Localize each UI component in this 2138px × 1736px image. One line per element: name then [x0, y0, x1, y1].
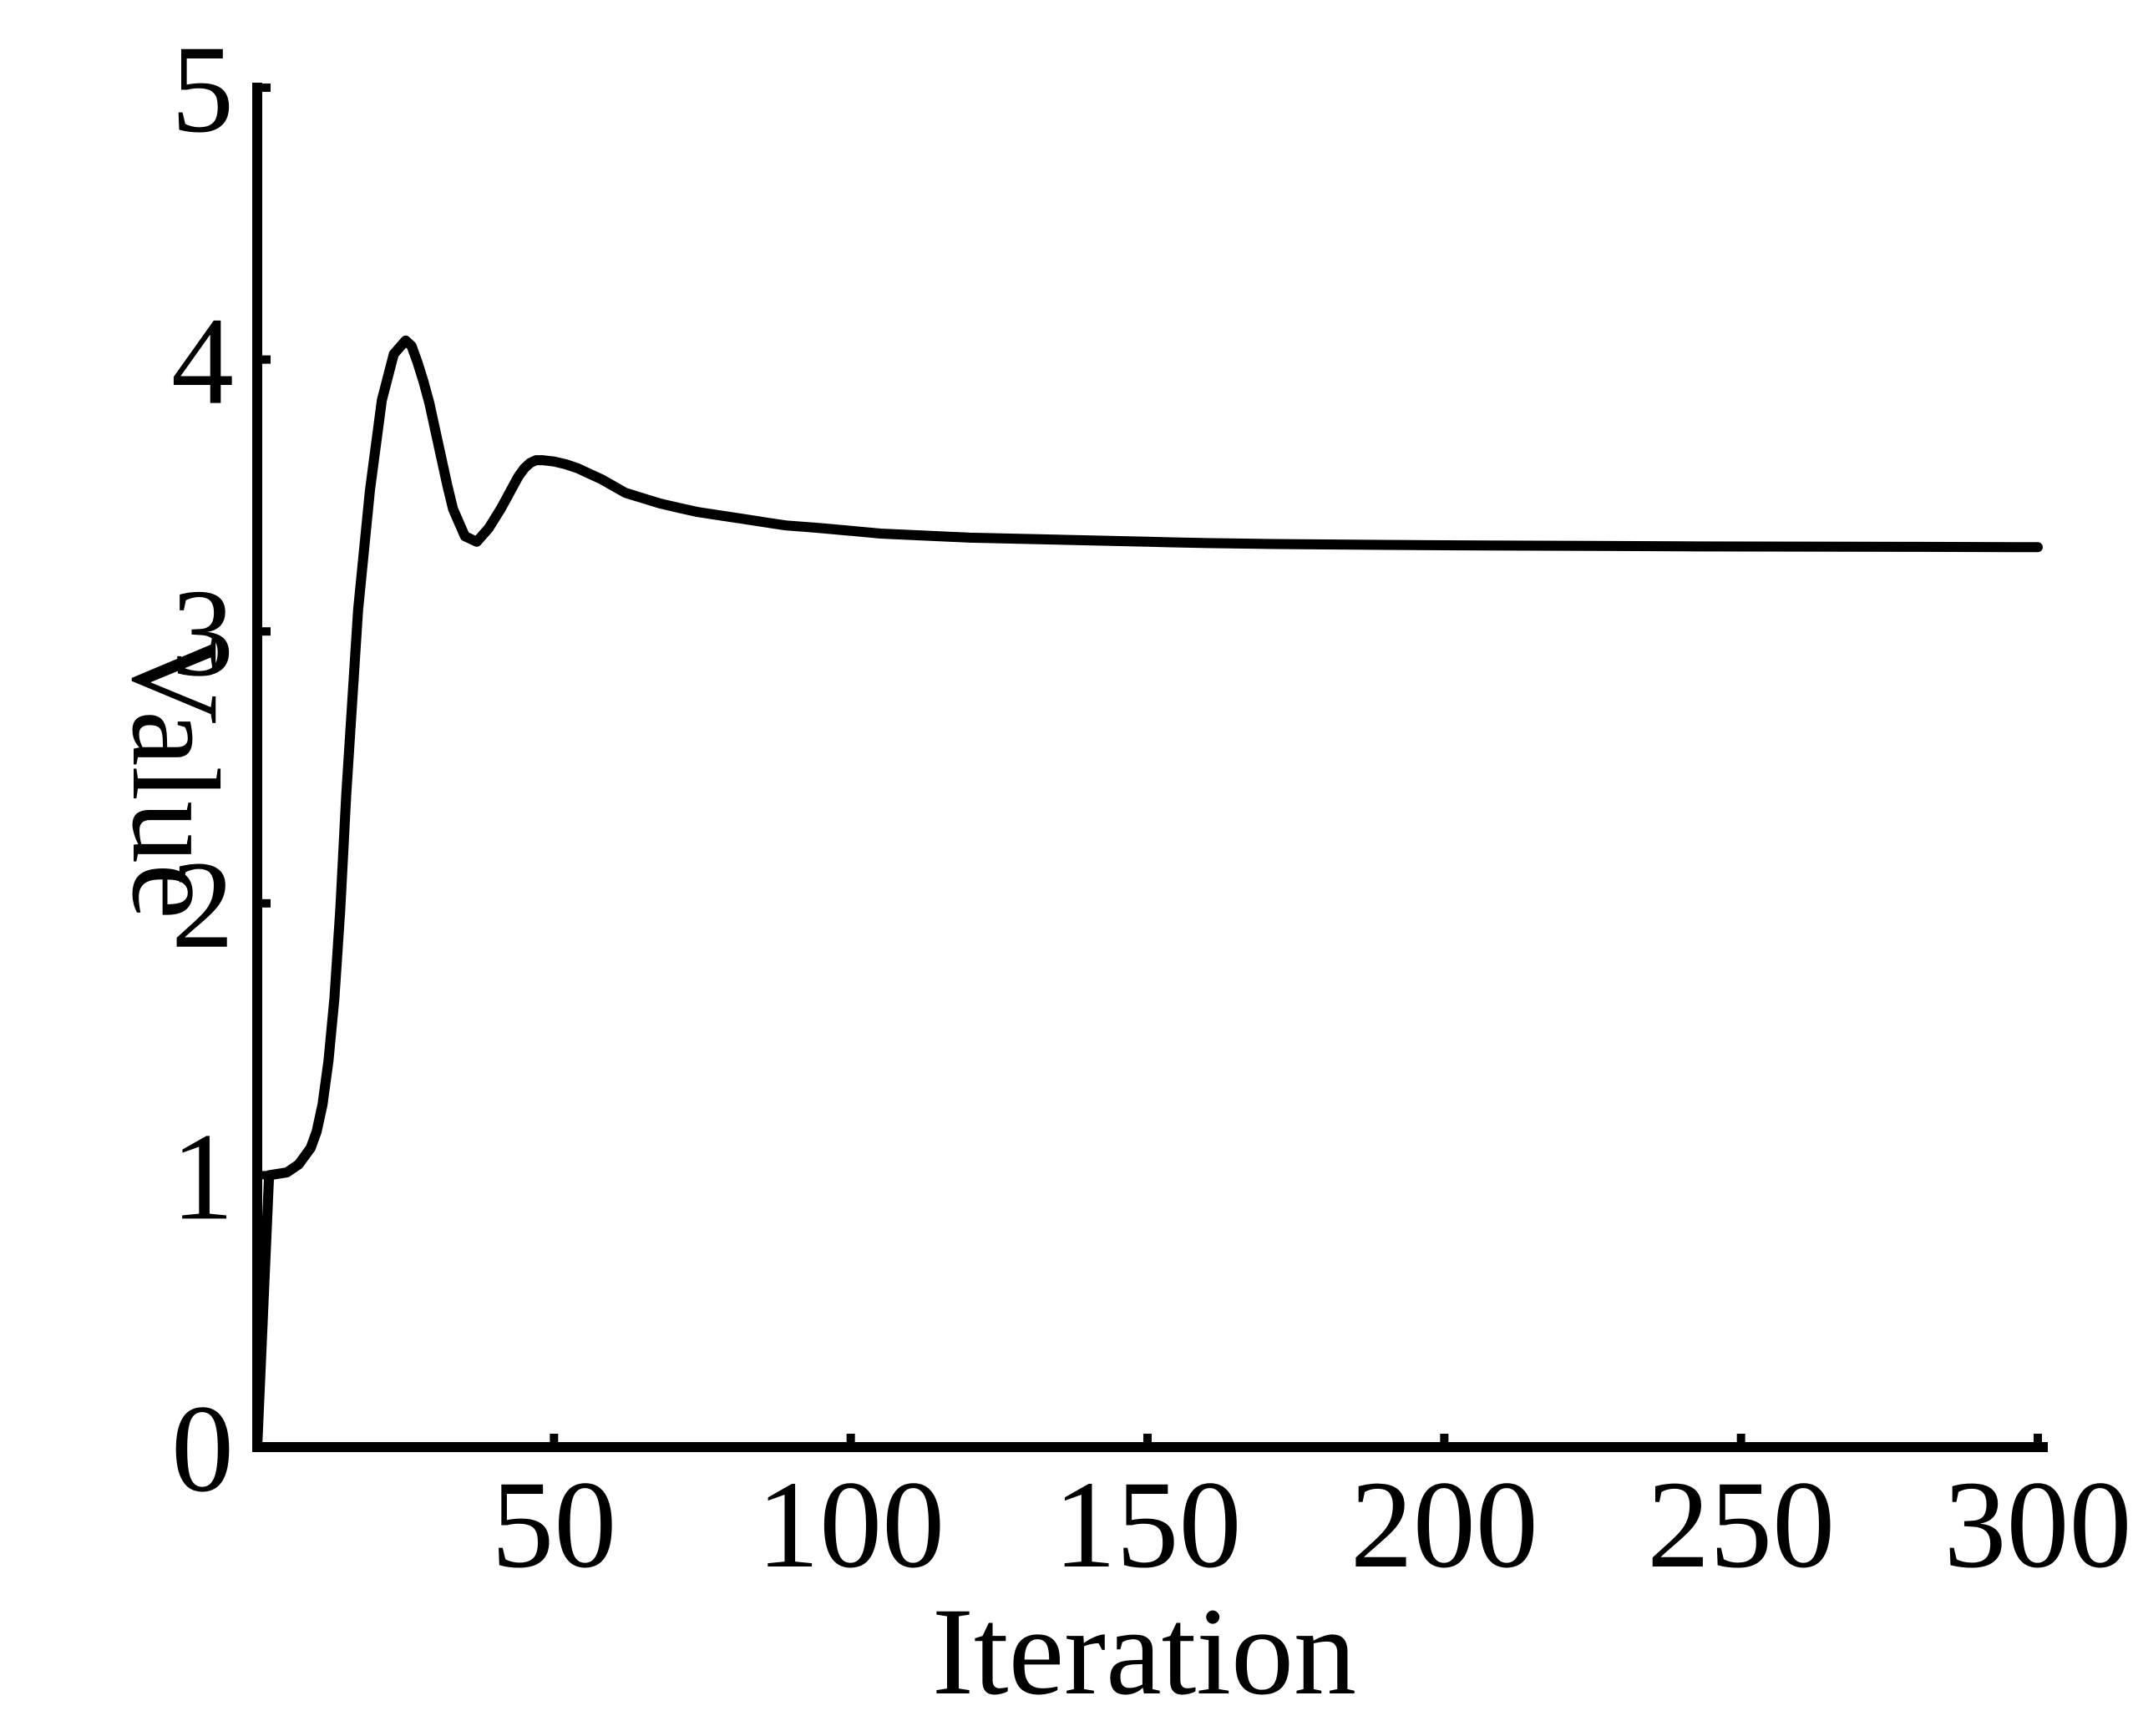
- x-tick-label-100: 100: [757, 1455, 945, 1594]
- x-tick-label-200: 200: [1350, 1455, 1538, 1594]
- x-tick-label-50: 50: [491, 1455, 616, 1594]
- x-axis-title: Iteration: [932, 1582, 1356, 1721]
- y-tick-label-2: 2: [171, 836, 234, 974]
- y-tick-label-5: 5: [171, 20, 234, 159]
- y-tick-label-1: 1: [171, 1107, 234, 1246]
- y-tick-label-3: 3: [171, 564, 234, 702]
- x-tick-label-250: 250: [1647, 1455, 1835, 1594]
- x-tick-label-150: 150: [1054, 1455, 1242, 1594]
- series-line-0: [252, 335, 2043, 1452]
- y-tick-label-0: 0: [171, 1379, 234, 1518]
- x-tick-label-300: 300: [1944, 1455, 2132, 1594]
- y-tick-label-4: 4: [171, 292, 234, 431]
- y-axis-title: Value: [106, 634, 245, 919]
